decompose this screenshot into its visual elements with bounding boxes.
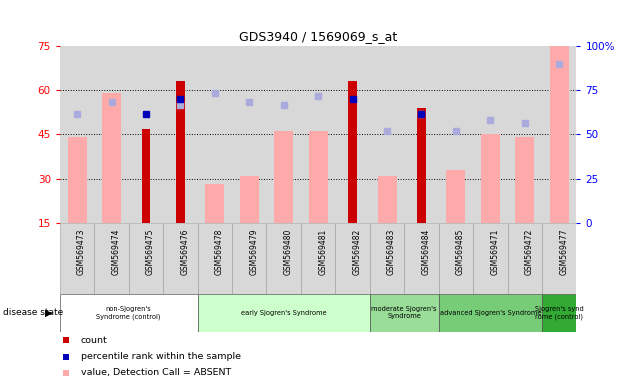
Bar <box>198 294 370 332</box>
Bar <box>404 46 438 223</box>
Bar <box>508 46 542 223</box>
Bar <box>102 93 121 223</box>
Bar <box>60 46 94 223</box>
Bar <box>438 294 542 332</box>
Text: GSM569473: GSM569473 <box>77 228 86 275</box>
Bar <box>163 46 198 223</box>
Bar <box>542 223 576 294</box>
Bar <box>542 46 576 223</box>
Text: GSM569485: GSM569485 <box>456 228 465 275</box>
Bar <box>129 46 163 223</box>
Text: GSM569482: GSM569482 <box>353 228 362 275</box>
Bar <box>60 294 198 332</box>
Bar <box>481 134 500 223</box>
Text: Sjogren's synd
rome (control): Sjogren's synd rome (control) <box>535 306 583 320</box>
Bar <box>438 46 473 223</box>
Text: percentile rank within the sample: percentile rank within the sample <box>81 352 241 361</box>
Bar <box>198 46 232 223</box>
Text: disease state: disease state <box>3 308 64 318</box>
Bar <box>515 137 534 223</box>
Bar <box>301 46 335 223</box>
Bar <box>335 223 370 294</box>
Text: GSM569472: GSM569472 <box>525 228 534 275</box>
Bar <box>377 175 396 223</box>
Text: GSM569479: GSM569479 <box>249 228 258 275</box>
Text: GSM569484: GSM569484 <box>421 228 430 275</box>
Title: GDS3940 / 1569069_s_at: GDS3940 / 1569069_s_at <box>239 30 398 43</box>
Bar <box>60 223 94 294</box>
Bar <box>67 137 86 223</box>
Bar <box>473 223 508 294</box>
Bar <box>198 223 232 294</box>
Bar <box>335 46 370 223</box>
Bar <box>542 294 576 332</box>
Bar <box>266 223 301 294</box>
Text: GSM569471: GSM569471 <box>490 228 500 275</box>
Bar <box>142 129 150 223</box>
Text: ▶: ▶ <box>45 308 52 318</box>
Bar <box>205 184 224 223</box>
Bar <box>266 46 301 223</box>
Bar <box>508 223 542 294</box>
Bar <box>447 170 466 223</box>
Bar <box>129 223 163 294</box>
Bar <box>309 131 328 223</box>
Text: GSM569475: GSM569475 <box>146 228 155 275</box>
Bar <box>550 46 569 223</box>
Bar <box>163 223 198 294</box>
Bar <box>94 46 129 223</box>
Text: GSM569480: GSM569480 <box>284 228 293 275</box>
Bar <box>274 131 293 223</box>
Bar <box>240 175 259 223</box>
Bar <box>370 294 438 332</box>
Bar <box>370 223 404 294</box>
Text: non-Sjogren's
Syndrome (control): non-Sjogren's Syndrome (control) <box>96 306 161 320</box>
Bar <box>348 81 357 223</box>
Text: GSM569483: GSM569483 <box>387 228 396 275</box>
Bar <box>370 46 404 223</box>
Bar <box>232 46 266 223</box>
Bar <box>404 223 438 294</box>
Text: moderate Sjogren's
Syndrome: moderate Sjogren's Syndrome <box>372 306 437 319</box>
Text: GSM569481: GSM569481 <box>318 228 327 275</box>
Text: GSM569474: GSM569474 <box>112 228 120 275</box>
Bar <box>176 81 185 223</box>
Text: value, Detection Call = ABSENT: value, Detection Call = ABSENT <box>81 369 231 377</box>
Text: GSM569477: GSM569477 <box>559 228 568 275</box>
Bar <box>473 46 508 223</box>
Bar <box>94 223 129 294</box>
Bar <box>301 223 335 294</box>
Text: GSM569476: GSM569476 <box>180 228 190 275</box>
Text: advanced Sjogren's Syndrome: advanced Sjogren's Syndrome <box>440 310 541 316</box>
Bar <box>232 223 266 294</box>
Text: GSM569478: GSM569478 <box>215 228 224 275</box>
Text: early Sjogren's Syndrome: early Sjogren's Syndrome <box>241 310 326 316</box>
Text: count: count <box>81 336 107 345</box>
Bar <box>438 223 473 294</box>
Bar <box>417 108 426 223</box>
